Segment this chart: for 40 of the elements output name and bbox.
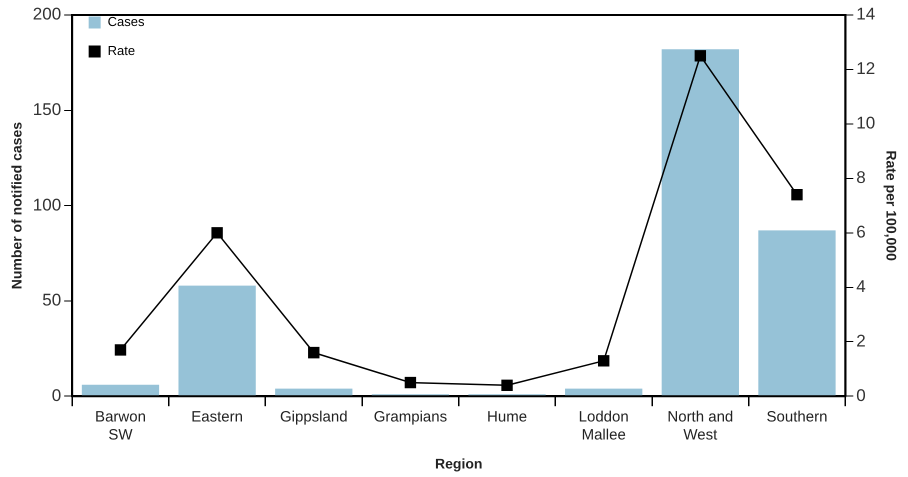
bar <box>758 230 836 396</box>
legend-label: Cases <box>108 14 146 30</box>
point <box>211 227 223 239</box>
point <box>598 355 610 367</box>
point <box>404 376 416 388</box>
x-tick-label: Southern <box>766 408 828 426</box>
point <box>114 344 126 356</box>
y2-tick-label: 14 <box>856 4 876 24</box>
y-tick-label: 100 <box>32 195 62 214</box>
y2-tick-label: 6 <box>856 222 866 242</box>
x-axis-title: Region <box>435 455 482 472</box>
bar <box>178 286 256 396</box>
y2-tick-label: 12 <box>856 59 876 78</box>
point <box>501 380 513 392</box>
y2-tick-label: 10 <box>856 114 876 133</box>
y-tick-label: 0 <box>52 386 62 405</box>
x-tick-label: Gippsland <box>280 408 348 426</box>
y2-tick-label: 4 <box>856 276 866 296</box>
bar <box>565 388 642 396</box>
y-tick-label: 50 <box>42 290 62 310</box>
bar <box>82 384 160 396</box>
y2-tick-label: 0 <box>856 386 866 405</box>
y2-axis-title: Rate per 100,000 <box>884 150 900 262</box>
x-tick-label: Grampians <box>374 408 448 426</box>
bar <box>662 49 739 396</box>
point <box>694 50 706 62</box>
x-tick-label: Loddon Mallee <box>578 408 629 444</box>
y2-tick-label: 8 <box>856 168 866 188</box>
x-tick-label: Barwon SW <box>95 408 146 444</box>
bar <box>275 388 352 396</box>
point <box>791 189 803 200</box>
x-tick-label: Hume <box>487 408 528 426</box>
x-tick-label: Eastern <box>191 408 243 426</box>
y-tick-label: 200 <box>32 4 62 24</box>
y-tick-label: 150 <box>32 100 62 119</box>
x-tick-label: North and West <box>667 408 734 444</box>
y2-tick-label: 2 <box>856 331 866 350</box>
legend-label: Rate <box>108 43 136 58</box>
point <box>308 346 320 358</box>
y-axis-title: Number of notified cases <box>8 122 24 290</box>
